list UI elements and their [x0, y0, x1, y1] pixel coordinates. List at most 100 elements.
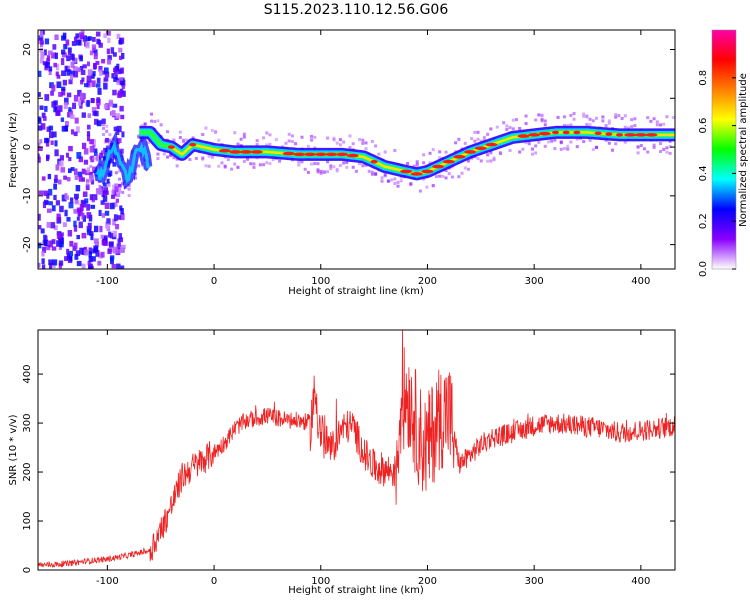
noise-speck [106, 178, 110, 184]
noise-speck [85, 41, 90, 49]
noise-speck [54, 52, 59, 60]
noise-speck [61, 49, 66, 55]
halo-speck [569, 123, 573, 127]
halo-speck [588, 139, 592, 143]
halo-speck [313, 162, 317, 166]
noise-speck [48, 125, 54, 131]
halo-speck [332, 138, 336, 142]
ridge-peak [432, 164, 445, 169]
halo-speck [268, 142, 272, 146]
halo-speck [572, 112, 576, 116]
halo-speck [623, 125, 627, 129]
noise-speck [103, 104, 108, 109]
noise-speck [88, 266, 92, 269]
noise-speck [117, 238, 121, 244]
noise-speck [96, 97, 101, 103]
noise-speck [117, 248, 121, 254]
noise-speck [112, 230, 117, 238]
noise-speck [60, 58, 65, 66]
noise-speck [113, 76, 118, 82]
noise-speck [64, 125, 69, 132]
halo-speck [178, 130, 182, 134]
noise-speck [66, 177, 71, 182]
noise-speck [80, 97, 85, 103]
halo-speck [210, 128, 214, 132]
halo-speck [194, 156, 198, 160]
y-tick-label: 300 [22, 414, 33, 433]
halo-speck [86, 182, 90, 186]
noise-speck [54, 149, 59, 157]
noise-speck [79, 55, 83, 62]
halo-speck [121, 190, 125, 194]
noise-speck [61, 88, 66, 96]
halo-speck [463, 141, 467, 145]
halo-speck [294, 142, 298, 146]
snr-plot-area [38, 330, 675, 568]
halo-speck [655, 123, 659, 127]
halo-speck [329, 164, 333, 168]
halo-speck [534, 118, 538, 122]
noise-speck [38, 125, 43, 131]
halo-speck [476, 137, 480, 141]
noise-speck [120, 265, 125, 269]
noise-speck [50, 222, 56, 229]
noise-speck [64, 209, 68, 217]
noise-speck [92, 111, 97, 116]
ridge-peak [442, 159, 455, 164]
halo-speck [524, 114, 528, 118]
noise-speck [102, 70, 106, 75]
halo-speck [175, 157, 179, 161]
noise-speck [53, 178, 58, 183]
noise-speck [72, 102, 77, 110]
halo-speck [108, 138, 112, 142]
noise-speck [91, 80, 96, 88]
noise-speck [116, 263, 121, 269]
noise-speck [119, 205, 123, 211]
halo-speck [313, 135, 317, 139]
snr-series-line [38, 330, 675, 568]
halo-speck [127, 183, 131, 187]
noise-speck [82, 191, 88, 197]
noise-speck [48, 263, 53, 269]
halo-speck [262, 136, 266, 140]
noise-speck [118, 233, 122, 239]
noise-speck [38, 242, 42, 249]
noise-speck [106, 223, 110, 230]
halo-speck [431, 184, 435, 188]
noise-speck [116, 138, 122, 144]
halo-speck [127, 194, 131, 198]
noise-speck [65, 65, 70, 72]
noise-speck [119, 55, 123, 60]
ridge-peak [573, 130, 581, 135]
noise-speck [74, 168, 78, 176]
halo-speck [223, 165, 227, 169]
y-tick-label: 200 [22, 462, 33, 481]
ridge-peak [314, 152, 327, 157]
noise-speck [44, 105, 48, 112]
halo-speck [210, 155, 214, 159]
noise-speck [47, 173, 52, 180]
halo-speck [498, 151, 502, 155]
halo-speck [300, 160, 304, 164]
noise-speck [96, 77, 101, 84]
halo-speck [492, 158, 496, 162]
noise-speck [86, 203, 90, 211]
noise-speck [38, 156, 41, 163]
halo-speck [332, 136, 336, 140]
noise-speck [91, 36, 96, 42]
noise-speck [70, 114, 75, 120]
halo-speck [265, 131, 269, 135]
halo-speck [546, 140, 550, 144]
halo-speck [636, 145, 640, 149]
halo-speck [374, 172, 378, 176]
noise-speck [116, 129, 120, 136]
noise-speck [41, 176, 46, 181]
halo-speck [582, 140, 586, 144]
noise-speck [79, 92, 85, 100]
ridge-peak [304, 152, 317, 157]
noise-speck [83, 159, 89, 165]
halo-speck [258, 163, 262, 167]
halo-speck [169, 154, 173, 158]
halo-speck [396, 180, 400, 184]
halo-speck [89, 179, 93, 183]
